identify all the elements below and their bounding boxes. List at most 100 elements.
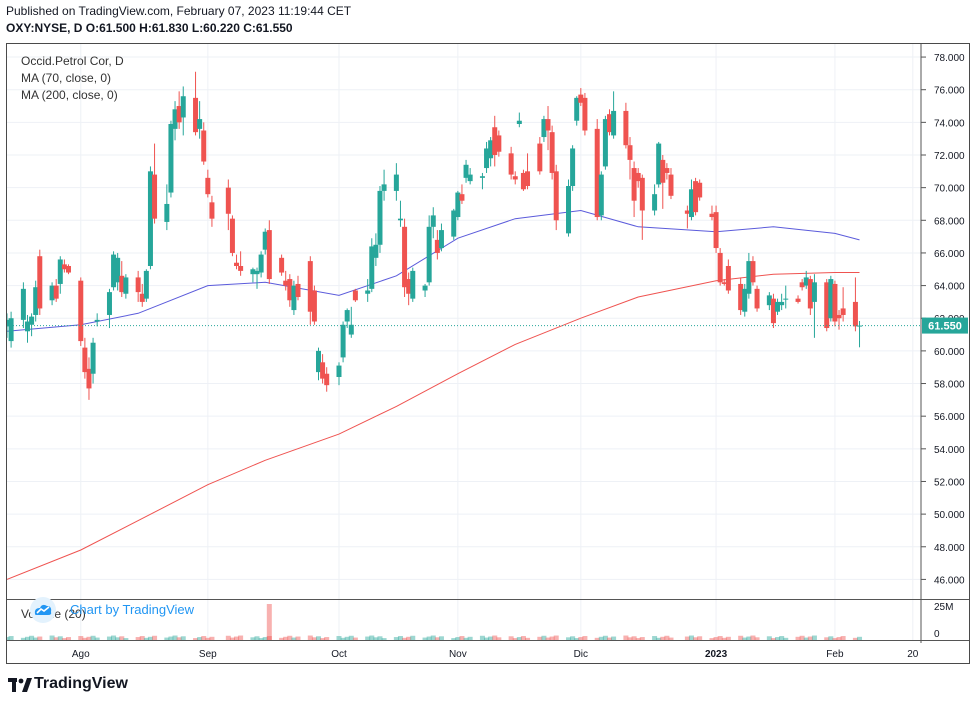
volume-bar (209, 636, 215, 640)
volume-bar (484, 637, 490, 640)
volume-bar (713, 637, 719, 640)
volume-bar (824, 637, 830, 640)
volume-bar (197, 637, 203, 640)
candle-body (430, 215, 436, 227)
candle-body (205, 177, 211, 195)
candle-body (520, 172, 526, 190)
candle-body (537, 143, 543, 172)
volume-bar (496, 637, 502, 640)
volume-bar (541, 635, 547, 640)
ma70-line (7, 209, 860, 332)
candle-body (451, 210, 457, 237)
candle-body (602, 119, 608, 167)
tradingview-cloud-icon (30, 597, 56, 623)
candle-body (291, 285, 297, 311)
volume-axis-label: 0 (934, 629, 940, 640)
candle-body (422, 285, 428, 291)
candle-body (840, 308, 846, 315)
volume-bar (525, 637, 531, 640)
chart-frame[interactable]: 46.000 48.000 50.000 52.000 54.000 56.000 58.0… (6, 43, 970, 664)
volume-bar (430, 635, 436, 640)
volume-bar (172, 635, 178, 640)
y-tick-label: 76.000 (934, 86, 965, 97)
volume-bar (750, 635, 756, 640)
volume-bar (176, 637, 182, 640)
volume-bar (803, 637, 809, 640)
candle-body (373, 244, 379, 258)
candle-body (53, 285, 59, 299)
candle-body (668, 174, 674, 196)
candle-body (377, 190, 383, 245)
volume-bar (123, 638, 129, 640)
candle-body (369, 246, 375, 289)
volume-bar (410, 635, 416, 640)
candle-body (295, 283, 301, 298)
candle-body (7, 319, 10, 327)
x-tick-label: Oct (331, 649, 347, 660)
candle-body (770, 298, 776, 324)
y-tick-label: 70.000 (934, 184, 965, 195)
volume-bar (234, 636, 240, 640)
candle-body (811, 282, 817, 302)
volume-bar (721, 637, 727, 640)
candle-body (344, 310, 350, 322)
candle-body (553, 171, 559, 221)
volume-bar (709, 638, 715, 640)
publish-line: Published on TradingView.com, February 0… (6, 4, 352, 18)
volume-bar (106, 636, 112, 640)
volume-bar (742, 637, 748, 640)
footer-brand-text: TradingView (34, 675, 128, 692)
volume-bar (688, 635, 694, 640)
candle-body (139, 293, 145, 302)
volume-bar (811, 635, 817, 640)
volume-bar (725, 636, 731, 640)
candle-body (578, 94, 584, 103)
volume-bar (180, 636, 186, 640)
candle-body (283, 280, 289, 286)
volume-bar (451, 638, 457, 640)
candle-body (225, 187, 231, 214)
volume-bar (78, 636, 84, 640)
candle-body (402, 226, 408, 288)
volume-bar (33, 637, 39, 640)
volume-bar (857, 636, 863, 640)
volume-bar (311, 637, 317, 640)
candle-body (8, 318, 14, 342)
chart-by-tradingview-watermark[interactable]: Chart by TradingView (27, 596, 217, 624)
x-tick-label: Dic (574, 649, 588, 660)
volume-bar (455, 637, 461, 640)
candle-body (49, 285, 55, 301)
candle-body (623, 110, 629, 146)
volume-bar (422, 637, 428, 640)
legend-ma200: MA (200, close, 0) (21, 88, 118, 102)
volume-bar (205, 637, 211, 640)
volume-bar (352, 637, 358, 640)
volume-bar (283, 636, 289, 640)
y-tick-label: 74.000 (934, 118, 965, 129)
candle-body (201, 130, 207, 162)
volume-bar (832, 638, 838, 640)
candle-body (746, 261, 752, 294)
volume-bar (152, 635, 158, 640)
volume-bar (652, 636, 658, 640)
volume-bar (668, 637, 674, 640)
candle-body (828, 279, 834, 319)
candle-body (779, 301, 785, 306)
candle-body (549, 132, 555, 173)
volume-bar (8, 636, 14, 640)
volume-bar (607, 637, 613, 640)
price-chart[interactable]: 46.000 48.000 50.000 52.000 54.000 56.000 58.0… (7, 44, 969, 663)
volume-bar (82, 637, 88, 640)
candle-body (168, 123, 174, 193)
volume-bar (29, 635, 35, 640)
candle-body (631, 168, 637, 201)
candle-body (783, 298, 789, 300)
candle-body (115, 257, 121, 283)
volume-bar (287, 635, 293, 640)
candle-body (721, 282, 727, 284)
volume-bar (315, 636, 321, 640)
volume-bar (24, 636, 30, 640)
y-tick-label: 72.000 (934, 151, 965, 162)
candle-body (106, 292, 112, 315)
y-tick-label: 50.000 (934, 510, 965, 521)
